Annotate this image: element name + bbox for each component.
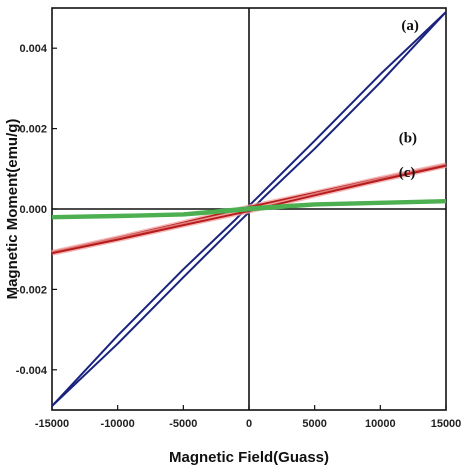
x-tick-label: -10000 [101,418,135,430]
y-tick-label: 0.002 [19,124,47,136]
y-tick-label: 0.004 [19,43,47,55]
x-tick-label: 5000 [302,418,326,430]
x-tick-label: 15000 [431,418,462,430]
x-tick-label: 10000 [365,418,396,430]
series-3 [51,199,447,220]
curve-labels: (a) (b) (c) [399,18,419,181]
x-axis-title: Magnetic Field(Guass) [169,449,329,466]
curve-label-2: (b) [399,131,417,147]
series-3-lower-branch [51,199,447,220]
y-tick-label: -0.004 [16,365,48,377]
x-tick-label: -5000 [169,418,197,430]
curve-label-1: (a) [401,18,419,34]
x-tick-label: -15000 [35,418,69,430]
x-axis-ticks: -15000 -10000 -5000 0 5000 10000 15000 [35,405,461,430]
y-axis-title: Magnetic Moment(emu/g) [4,119,21,300]
y-tick-label: 0.000 [19,204,47,216]
series-layer [51,11,447,407]
y-tick-label: -0.002 [16,284,47,296]
x-tick-label: 0 [246,418,252,430]
curve-label-3: (c) [399,165,416,181]
y-axis-ticks: -0.004 -0.002 0.000 0.002 0.004 [16,43,57,377]
